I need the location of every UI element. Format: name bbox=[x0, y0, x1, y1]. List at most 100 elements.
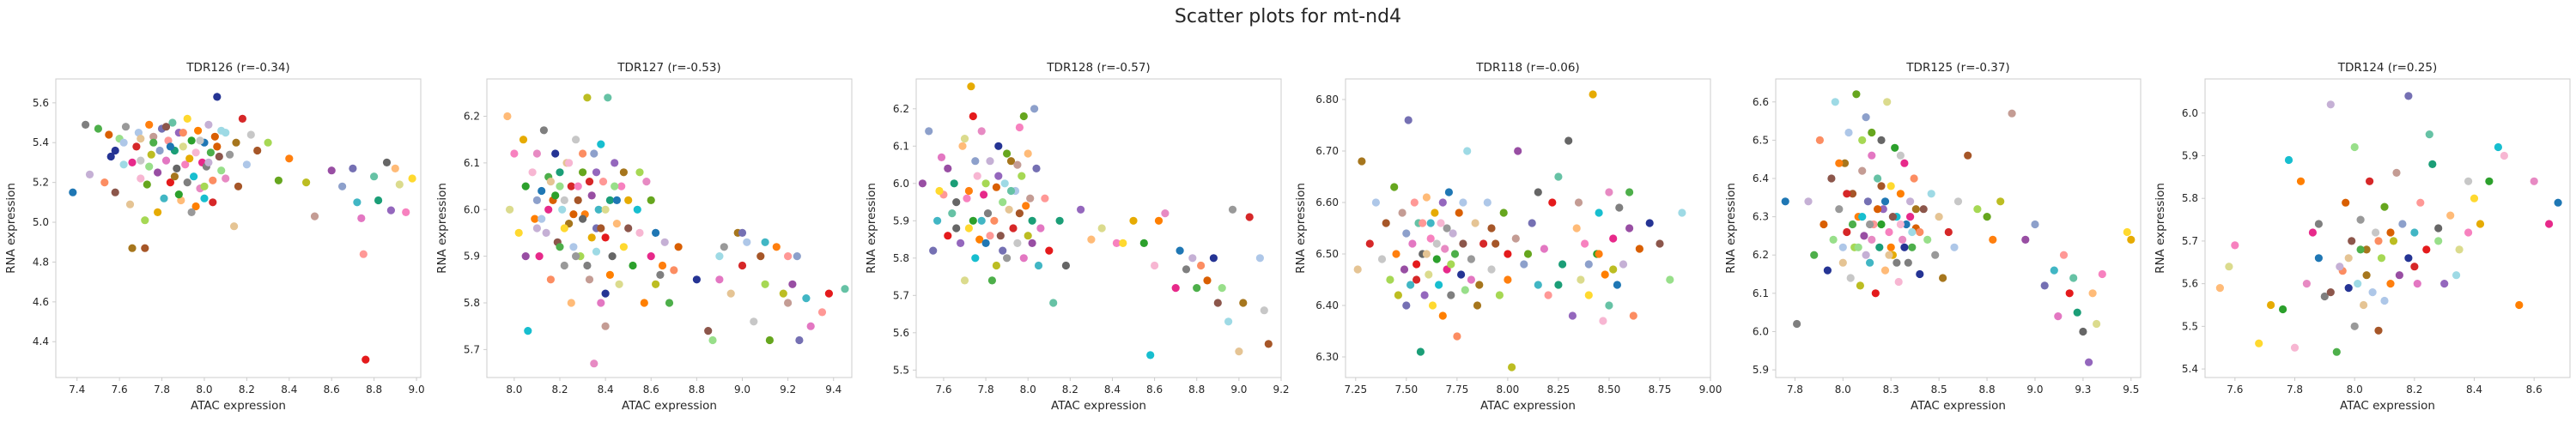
x-axis-label: ATAC expression bbox=[1051, 399, 1146, 413]
data-point bbox=[1406, 281, 1415, 289]
data-point bbox=[2008, 109, 2016, 118]
data-point bbox=[1049, 299, 1058, 307]
data-point bbox=[1931, 251, 1940, 259]
data-point bbox=[1030, 105, 1039, 113]
y-tick-label: 5.5 bbox=[893, 364, 909, 376]
data-point bbox=[1584, 260, 1593, 269]
data-point bbox=[408, 174, 416, 183]
data-point bbox=[587, 233, 596, 242]
data-point bbox=[183, 114, 191, 123]
data-point bbox=[944, 164, 952, 172]
data-point bbox=[141, 244, 149, 252]
data-point bbox=[349, 164, 357, 172]
data-point bbox=[2455, 245, 2464, 254]
data-point bbox=[1015, 209, 1024, 218]
data-point bbox=[531, 214, 539, 223]
x-axis-label: ATAC expression bbox=[2340, 399, 2435, 413]
data-point bbox=[1534, 188, 1542, 196]
data-point bbox=[170, 172, 179, 181]
data-point bbox=[990, 216, 999, 225]
data-point bbox=[1061, 261, 1070, 270]
data-point bbox=[601, 289, 610, 298]
data-point bbox=[145, 162, 154, 171]
data-point bbox=[806, 322, 815, 330]
data-point bbox=[242, 160, 251, 169]
data-point bbox=[1793, 319, 1801, 329]
data-point bbox=[353, 198, 361, 207]
data-point bbox=[2344, 284, 2353, 293]
data-point bbox=[1891, 143, 1899, 152]
y-tick-label: 6.2 bbox=[1753, 249, 1769, 261]
y-tick-label: 6.1 bbox=[464, 157, 480, 169]
data-point bbox=[1885, 227, 1893, 237]
x-axis-label: ATAC expression bbox=[1911, 399, 2006, 413]
x-tick-label: 8.2 bbox=[2406, 384, 2422, 396]
x-tick-label: 8.0 bbox=[2347, 384, 2363, 396]
data-point bbox=[784, 299, 793, 307]
data-point bbox=[1176, 246, 1184, 255]
data-point bbox=[532, 149, 542, 158]
data-point bbox=[1428, 301, 1437, 310]
data-point bbox=[1193, 284, 1201, 293]
data-point bbox=[1577, 275, 1585, 284]
data-point bbox=[2434, 237, 2443, 245]
y-tick-label: 5.8 bbox=[464, 297, 480, 309]
data-point bbox=[285, 154, 294, 163]
panel-title: TDR128 (r=-0.57) bbox=[1046, 61, 1150, 75]
data-point bbox=[738, 228, 747, 237]
data-point bbox=[935, 186, 944, 196]
data-point bbox=[204, 158, 213, 166]
y-tick-label: 6.6 bbox=[1753, 96, 1769, 108]
data-point bbox=[1402, 301, 1411, 310]
data-point bbox=[2530, 177, 2538, 185]
data-point bbox=[1858, 136, 1867, 144]
data-point bbox=[2085, 358, 2093, 366]
data-point bbox=[232, 138, 240, 147]
data-point bbox=[2515, 300, 2524, 310]
data-point bbox=[960, 276, 969, 285]
scatter-panel: TDR118 (r=-0.06) 7.25 7.50 7.75 8.00 8.25 8.50… bbox=[1294, 61, 1722, 413]
data-point bbox=[2452, 271, 2461, 280]
data-point bbox=[149, 138, 158, 147]
y-tick-label: 6.0 bbox=[893, 178, 909, 190]
data-point bbox=[1866, 220, 1874, 229]
data-point bbox=[1006, 157, 1016, 166]
data-point bbox=[2279, 305, 2287, 314]
data-point bbox=[597, 224, 605, 233]
data-point bbox=[1400, 265, 1409, 274]
scatter-panels: TDR126 (r=-0.34) 7.4 7.6 7.8 8.0 8.2 8.4 8.6 8.8… bbox=[4, 61, 2571, 413]
data-point bbox=[635, 168, 644, 177]
data-point bbox=[1838, 243, 1847, 251]
data-point bbox=[933, 216, 942, 225]
data-point bbox=[154, 168, 162, 177]
data-point bbox=[2374, 237, 2383, 245]
data-point bbox=[1848, 190, 1857, 198]
data-point bbox=[1483, 198, 1492, 207]
data-point bbox=[708, 335, 717, 345]
data-point bbox=[206, 148, 215, 157]
data-point bbox=[597, 140, 605, 148]
data-point bbox=[302, 178, 311, 187]
data-point bbox=[391, 164, 399, 172]
x-tick-label: 8.0 bbox=[1020, 384, 1036, 396]
data-point bbox=[551, 149, 560, 158]
data-point bbox=[1009, 224, 1018, 233]
x-tick-label: 9.2 bbox=[1273, 384, 1289, 396]
data-point bbox=[1487, 224, 1496, 233]
data-point bbox=[94, 124, 102, 133]
data-point bbox=[952, 198, 961, 207]
data-point bbox=[166, 142, 174, 151]
data-point bbox=[1475, 281, 1484, 289]
data-point bbox=[592, 247, 601, 256]
data-point bbox=[546, 178, 556, 186]
data-point bbox=[1863, 197, 1872, 206]
data-point bbox=[1471, 219, 1479, 227]
x-tick-label: 9.0 bbox=[409, 384, 425, 396]
data-point bbox=[1365, 239, 1374, 248]
data-point bbox=[2372, 228, 2380, 237]
data-point bbox=[521, 252, 530, 261]
data-point bbox=[772, 243, 781, 251]
x-tick-label: 8.0 bbox=[1835, 384, 1851, 396]
data-point bbox=[2059, 251, 2069, 259]
data-point bbox=[538, 186, 546, 196]
